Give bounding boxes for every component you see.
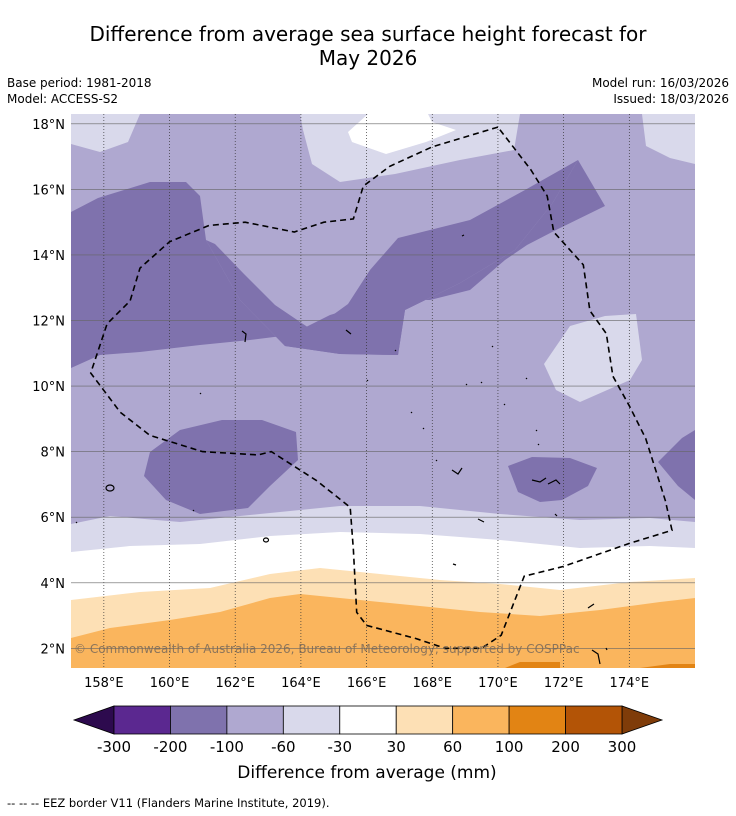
y-tick-label: 10°N <box>32 380 65 395</box>
island-chain-east <box>531 477 561 485</box>
y-tick-label: 8°N <box>41 446 66 461</box>
x-tick-label: 162°E <box>215 676 255 691</box>
island-cluster-north <box>241 329 352 343</box>
eez-footer-note: -- -- -- EEZ border V11 (Flanders Marine… <box>7 796 330 810</box>
island-atoll-south <box>262 537 270 543</box>
copyright-text: © Commonwealth of Australia 2026, Bureau… <box>74 642 580 656</box>
x-tick-label: 168°E <box>412 676 452 691</box>
colorbar-swatch <box>170 705 228 735</box>
field-dark-west-band <box>71 160 605 368</box>
field-orange-band <box>71 594 695 668</box>
colorbar-tick-label: 60 <box>443 738 462 756</box>
colorbar-tick-label: -30 <box>328 738 353 756</box>
field-dark-east-edge <box>658 430 695 500</box>
colorbar-swatch <box>113 705 171 735</box>
field-dark-middle-blob <box>144 420 298 514</box>
colorbar-tick-label: 100 <box>495 738 524 756</box>
x-axis: 158°E 160°E 162°E 164°E 166°E 168°E 170°E 172°E… <box>84 676 649 691</box>
title-line-1: Difference from average sea surface heig… <box>89 22 647 46</box>
colorbar-tick-label: 300 <box>608 738 637 756</box>
meta-right: Model run: 16/03/2026 Issued: 18/03/2026 <box>592 75 729 107</box>
field-dark-right-blob <box>508 457 597 502</box>
island-dots <box>75 234 608 651</box>
chart-title: Difference from average sea surface heig… <box>0 22 736 70</box>
y-tick-label: 12°N <box>32 315 65 330</box>
y-tick-label: 14°N <box>32 249 65 264</box>
field-right-light <box>544 314 642 402</box>
x-tick-label: 158°E <box>84 676 124 691</box>
colorbar-extend-min <box>72 705 115 735</box>
x-tick-label: 170°E <box>478 676 518 691</box>
islands <box>75 234 608 665</box>
map-area: © Commonwealth of Australia 2026, Bureau… <box>71 114 695 668</box>
base-period: Base period: 1981-2018 <box>7 76 152 90</box>
field-top-right-light <box>642 114 695 164</box>
colorbar-tick-label: -200 <box>153 738 187 756</box>
y-tick-label: 2°N <box>41 642 66 657</box>
meta-left: Base period: 1981-2018 Model: ACCESS-S2 <box>7 75 152 107</box>
colorbar-swatch <box>395 705 454 735</box>
model-name: Model: ACCESS-S2 <box>7 92 119 106</box>
colorbar-swatch <box>282 705 341 735</box>
model-run: Model run: 16/03/2026 <box>591 76 729 90</box>
colorbar-tick-label: 200 <box>551 738 580 756</box>
y-tick-label: 16°N <box>32 183 65 198</box>
field-dark-west-band-inner <box>206 160 578 355</box>
y-tick-label: 18°N <box>32 118 65 133</box>
colorbar-swatch <box>339 705 397 735</box>
colorbar-tick-label: -300 <box>97 738 131 756</box>
x-tick-label: 174°E <box>610 676 650 691</box>
colorbar-swatch <box>226 705 284 735</box>
y-axis: 2°N 4°N 6°N 8°N 10°N 12°N 14°N 16°N 18°N <box>32 118 65 657</box>
colorbar-swatch <box>508 705 566 735</box>
x-tick-label: 166°E <box>347 676 387 691</box>
island-atoll-west <box>105 484 115 492</box>
field-top-left-light <box>71 114 140 152</box>
colorbar-tick-label: 30 <box>387 738 406 756</box>
x-tick-label: 172°E <box>544 676 584 691</box>
y-tick-label: 4°N <box>41 577 66 592</box>
colorbar: -300 -200 -100 -60 -30 30 60 100 200 300 <box>72 705 664 756</box>
issued-date: Issued: 18/03/2026 <box>613 92 729 106</box>
x-tick-label: 160°E <box>150 676 190 691</box>
title-line-2: May 2026 <box>318 46 418 70</box>
y-tick-label: 6°N <box>41 511 66 526</box>
colorbar-extend-max <box>621 705 664 735</box>
x-tick-label: 164°E <box>281 676 321 691</box>
colorbar-tick-label: -60 <box>271 738 296 756</box>
colorbar-tick-label: -100 <box>210 738 244 756</box>
colorbar-swatch <box>452 705 510 735</box>
colorbar-label: Difference from average (mm) <box>237 763 496 783</box>
island-group-south <box>451 467 601 665</box>
field-deep-orange-patch <box>505 662 560 668</box>
colorbar-swatch <box>565 705 623 735</box>
field-deep-orange-edge <box>640 664 695 668</box>
eez-border <box>89 126 673 650</box>
